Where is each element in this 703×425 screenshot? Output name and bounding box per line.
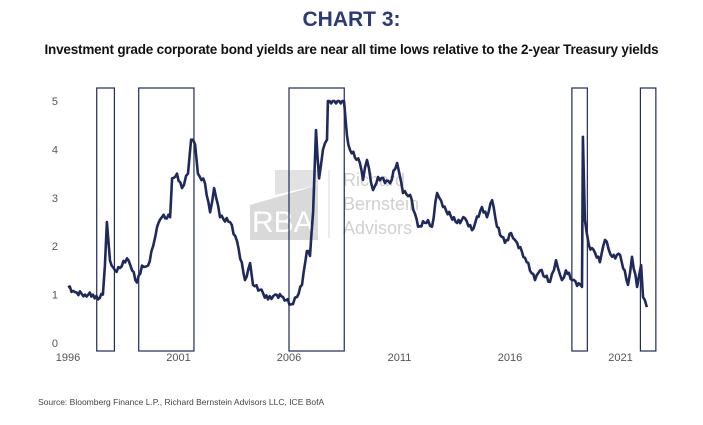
chart-title: CHART 3: [302,8,401,31]
y-tick-label: 3 [52,193,58,205]
y-tick-label: 5 [52,96,58,108]
x-tick-label: 2021 [608,352,632,364]
x-tick-label: 2016 [498,352,522,364]
watermark-text: Richard [343,170,405,190]
watermark-text: Bernstein [343,194,419,214]
y-tick-label: 2 [52,241,58,253]
x-tick-label: 2001 [166,352,190,364]
x-tick-label: 2011 [388,352,412,364]
y-tick-label: 4 [52,144,58,156]
highlight-period-box [96,87,116,352]
x-tick-label: 2006 [277,352,301,364]
chart-subtitle: Investment grade corporate bond yields a… [44,42,659,57]
svg-text:RBA: RBA [252,206,314,239]
highlight-period-box [288,87,345,352]
x-tick-label: 1996 [56,352,80,364]
source-note: Source: Bloomberg Finance L.P., Richard … [38,397,325,407]
y-tick-label: 1 [52,290,58,302]
highlight-period-box [138,87,195,352]
watermark-text: Advisors [343,218,412,238]
series-line [67,99,649,308]
rba-watermark-logo: RBA Richard Bernstein Advisors [250,170,419,240]
highlight-period-box [571,87,588,352]
y-tick-label: 0 [52,338,58,350]
highlight-period-box [639,87,657,352]
